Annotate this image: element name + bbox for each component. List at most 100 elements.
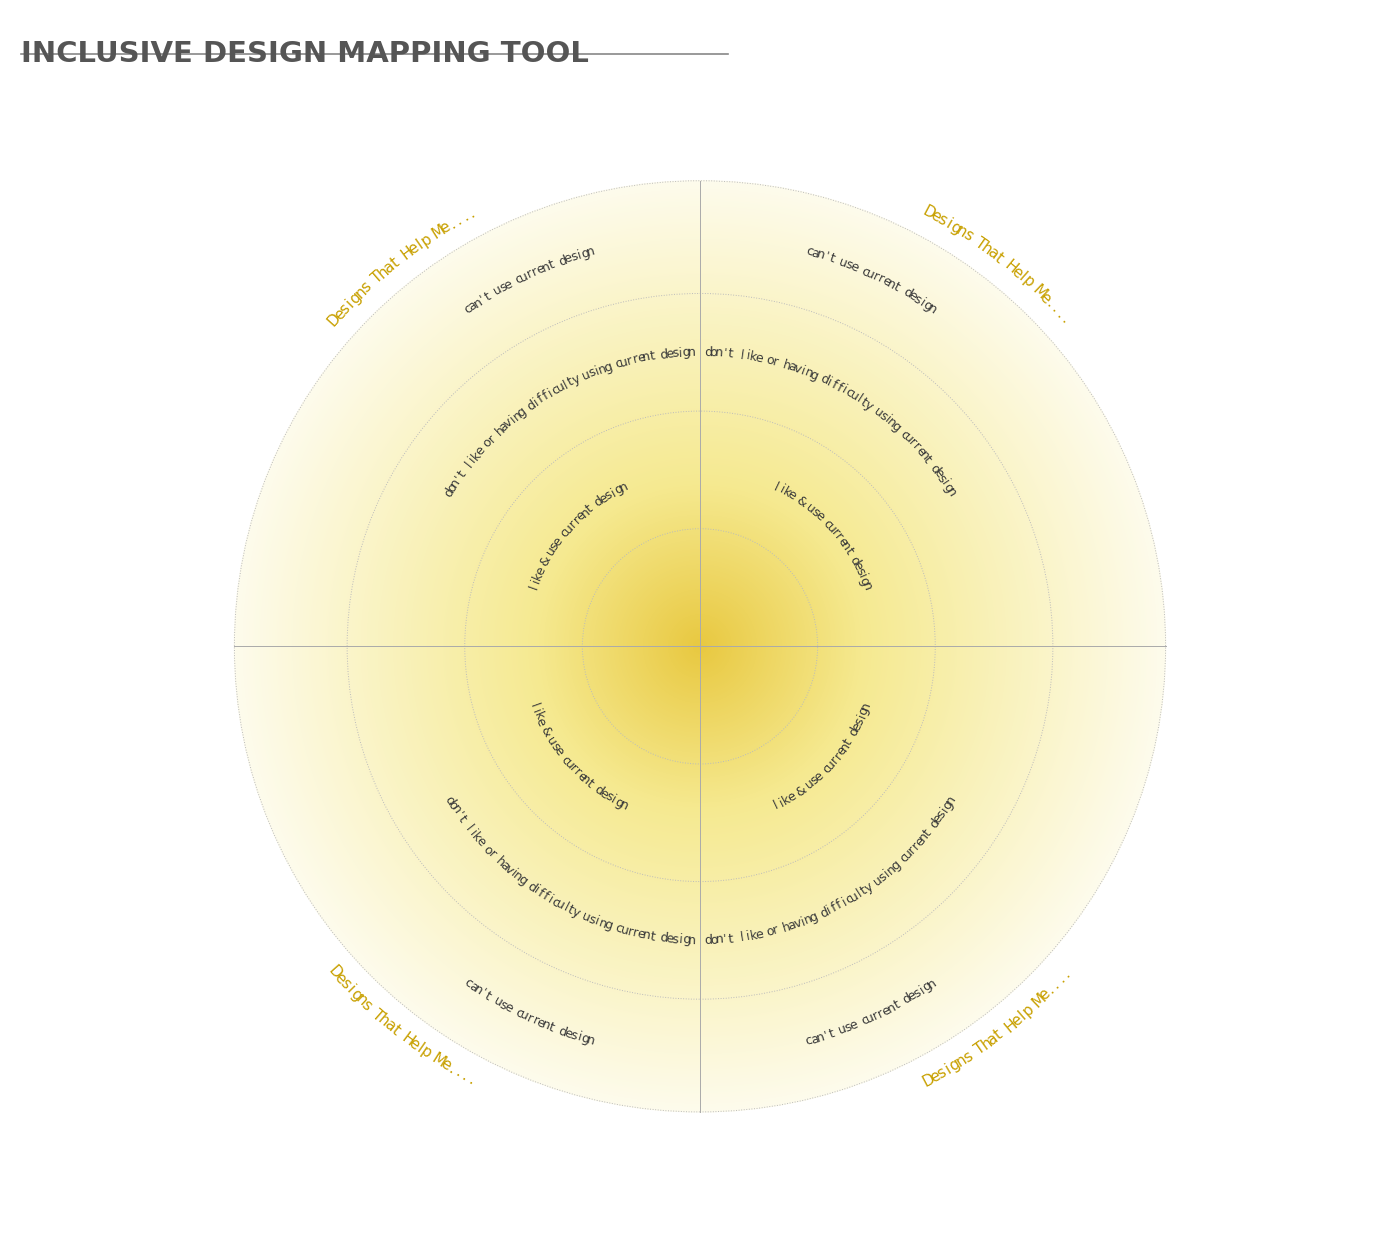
Text: k: k xyxy=(469,449,483,463)
Text: ': ' xyxy=(452,809,465,820)
Text: r: r xyxy=(567,762,580,774)
Text: e: e xyxy=(533,565,547,578)
Circle shape xyxy=(281,228,1119,1065)
Text: s: s xyxy=(934,1064,949,1081)
Text: u: u xyxy=(561,757,577,772)
Text: u: u xyxy=(518,270,531,285)
Circle shape xyxy=(522,468,878,825)
Text: h: h xyxy=(781,357,792,372)
Text: n: n xyxy=(641,929,651,943)
Text: r: r xyxy=(531,265,540,278)
Circle shape xyxy=(546,492,854,800)
Text: D: D xyxy=(920,1070,937,1090)
Text: i: i xyxy=(546,893,556,905)
Circle shape xyxy=(447,393,953,899)
Circle shape xyxy=(543,490,857,803)
Text: n: n xyxy=(617,480,630,495)
Circle shape xyxy=(379,325,1021,967)
Circle shape xyxy=(437,382,963,910)
Text: .: . xyxy=(466,1072,477,1087)
Circle shape xyxy=(574,521,826,772)
Text: k: k xyxy=(749,929,759,943)
Text: u: u xyxy=(518,1008,531,1023)
Circle shape xyxy=(330,277,1070,1016)
Text: e: e xyxy=(473,444,487,459)
Text: n: n xyxy=(470,982,484,997)
Text: d: d xyxy=(442,486,456,500)
Text: v: v xyxy=(792,917,804,931)
Text: i: i xyxy=(825,904,834,917)
Circle shape xyxy=(515,461,885,831)
Circle shape xyxy=(322,267,1078,1025)
Text: n: n xyxy=(353,991,370,1009)
Text: D: D xyxy=(325,964,344,982)
Text: d: d xyxy=(592,494,606,510)
Text: n: n xyxy=(815,247,826,262)
Text: s: s xyxy=(911,292,924,307)
Circle shape xyxy=(643,589,757,704)
Text: u: u xyxy=(491,283,505,298)
Circle shape xyxy=(427,374,973,919)
Circle shape xyxy=(371,318,1029,975)
Text: e: e xyxy=(330,306,349,323)
Circle shape xyxy=(573,520,827,773)
Text: i: i xyxy=(942,1061,953,1076)
Text: d: d xyxy=(927,816,942,831)
Text: t: t xyxy=(483,990,493,1003)
Text: k: k xyxy=(780,793,792,808)
Text: c: c xyxy=(512,272,525,287)
Text: n: n xyxy=(540,260,552,275)
Circle shape xyxy=(640,586,760,706)
Circle shape xyxy=(665,611,735,682)
Text: g: g xyxy=(515,873,529,888)
Text: k: k xyxy=(531,570,546,583)
Circle shape xyxy=(441,387,959,905)
Text: c: c xyxy=(820,762,834,776)
Text: e: e xyxy=(574,769,588,784)
Circle shape xyxy=(252,198,1148,1095)
Circle shape xyxy=(580,526,820,767)
Circle shape xyxy=(410,356,990,936)
Circle shape xyxy=(540,486,860,807)
Text: u: u xyxy=(554,380,567,395)
Text: n: n xyxy=(802,365,815,381)
Circle shape xyxy=(673,620,727,673)
Text: n: n xyxy=(511,870,525,884)
Circle shape xyxy=(311,257,1089,1035)
Text: i: i xyxy=(594,915,601,929)
Circle shape xyxy=(616,563,784,730)
Text: u: u xyxy=(871,404,885,419)
Circle shape xyxy=(244,190,1156,1102)
Text: l: l xyxy=(1016,1008,1029,1023)
Circle shape xyxy=(368,314,1032,978)
Text: t: t xyxy=(841,546,855,557)
Text: n: n xyxy=(925,976,939,991)
Text: i: i xyxy=(840,896,850,909)
Circle shape xyxy=(389,336,1011,956)
Text: f: f xyxy=(535,392,546,406)
Text: o: o xyxy=(480,435,496,450)
Circle shape xyxy=(577,523,823,769)
Circle shape xyxy=(269,215,1131,1077)
Text: e: e xyxy=(636,928,645,941)
Text: d: d xyxy=(900,992,914,1007)
Text: o: o xyxy=(480,842,496,857)
Text: s: s xyxy=(547,539,561,553)
Text: f: f xyxy=(834,381,844,395)
Text: M: M xyxy=(430,1051,448,1071)
Text: i: i xyxy=(825,376,834,388)
Text: e: e xyxy=(850,559,865,573)
Text: t: t xyxy=(728,931,734,945)
Text: f: f xyxy=(540,390,552,403)
Circle shape xyxy=(363,309,1037,983)
Text: t: t xyxy=(388,255,402,270)
Text: H: H xyxy=(398,244,416,262)
Text: e: e xyxy=(437,219,454,236)
Text: n: n xyxy=(617,798,630,813)
Circle shape xyxy=(529,475,871,818)
Text: i: i xyxy=(529,578,543,585)
Circle shape xyxy=(391,338,1009,955)
Circle shape xyxy=(624,570,776,722)
Circle shape xyxy=(561,508,839,784)
Circle shape xyxy=(357,303,1043,990)
